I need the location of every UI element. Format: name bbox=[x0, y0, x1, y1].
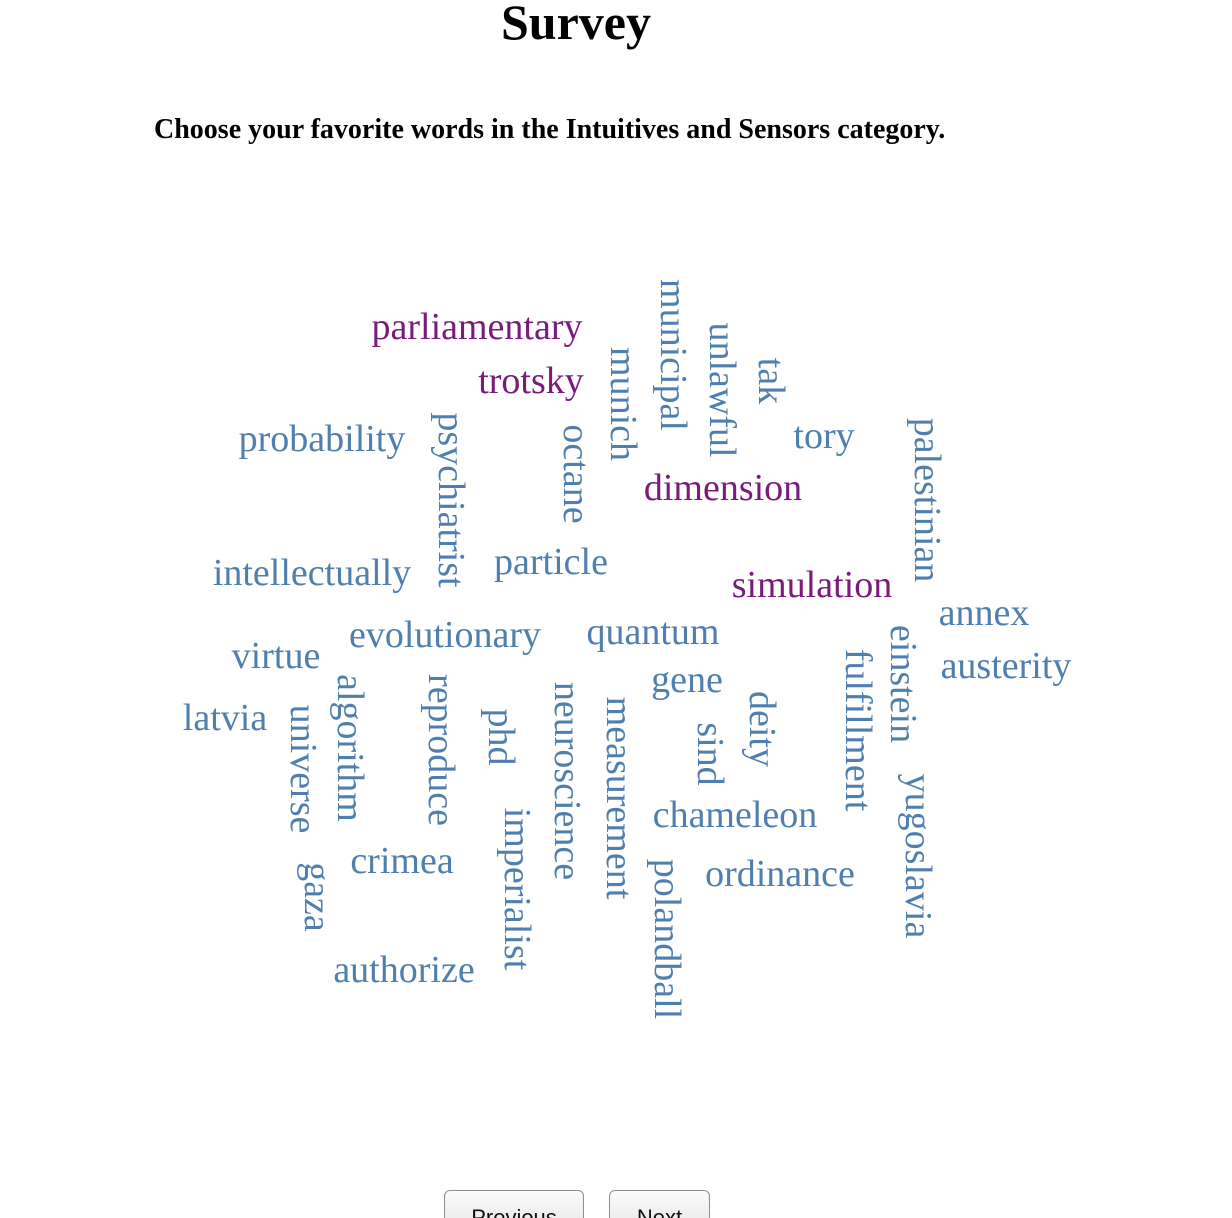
word-trotsky[interactable]: trotsky bbox=[478, 360, 584, 402]
word-austerity[interactable]: austerity bbox=[940, 645, 1072, 687]
word-deity[interactable]: deity bbox=[741, 691, 783, 767]
word-fulfillment[interactable]: fulfillment bbox=[837, 648, 879, 812]
survey-prompt: Choose your favorite words in the Intuit… bbox=[154, 114, 946, 145]
word-parliamentary[interactable]: parliamentary bbox=[371, 306, 583, 348]
word-reproduce[interactable]: reproduce bbox=[420, 674, 462, 826]
word-imperialist[interactable]: imperialist bbox=[496, 807, 538, 971]
word-sind[interactable]: sind bbox=[689, 722, 731, 786]
previous-button[interactable]: Previous bbox=[444, 1190, 584, 1218]
word-evolutionary[interactable]: evolutionary bbox=[348, 614, 542, 656]
word-unlawful[interactable]: unlawful bbox=[701, 322, 743, 458]
word-latvia[interactable]: latvia bbox=[182, 697, 268, 739]
word-particle[interactable]: particle bbox=[494, 541, 608, 583]
word-probability[interactable]: probability bbox=[238, 418, 406, 460]
word-einstein[interactable]: einstein bbox=[882, 624, 924, 744]
word-municipal[interactable]: municipal bbox=[652, 279, 694, 431]
word-dimension[interactable]: dimension bbox=[643, 467, 803, 509]
word-chameleon[interactable]: chameleon bbox=[652, 794, 818, 836]
word-simulation[interactable]: simulation bbox=[731, 564, 893, 606]
word-intellectually[interactable]: intellectually bbox=[212, 552, 412, 594]
page-title: Survey bbox=[501, 0, 651, 50]
word-gene[interactable]: gene bbox=[651, 659, 723, 701]
word-crimea[interactable]: crimea bbox=[350, 840, 454, 882]
word-ordinance[interactable]: ordinance bbox=[705, 853, 855, 895]
word-octane[interactable]: octane bbox=[555, 424, 597, 524]
word-neuroscience[interactable]: neuroscience bbox=[546, 681, 588, 881]
next-button[interactable]: Next bbox=[609, 1190, 710, 1218]
word-quantum[interactable]: quantum bbox=[586, 611, 720, 653]
word-authorize[interactable]: authorize bbox=[333, 949, 475, 991]
word-polandball[interactable]: polandball bbox=[646, 858, 688, 1020]
word-phd[interactable]: phd bbox=[480, 708, 522, 766]
word-psychiatrist[interactable]: psychiatrist bbox=[430, 412, 472, 588]
word-virtue[interactable]: virtue bbox=[231, 635, 321, 677]
word-annex[interactable]: annex bbox=[938, 592, 1030, 634]
word-gaza[interactable]: gaza bbox=[296, 862, 338, 932]
word-tak[interactable]: tak bbox=[750, 357, 792, 405]
word-yugoslavia[interactable]: yugoslavia bbox=[897, 773, 939, 939]
word-munich[interactable]: munich bbox=[602, 347, 644, 461]
word-palestinian[interactable]: palestinian bbox=[906, 417, 948, 583]
word-algorithm[interactable]: algorithm bbox=[329, 674, 371, 822]
word-universe[interactable]: universe bbox=[282, 704, 324, 834]
word-tory[interactable]: tory bbox=[793, 415, 855, 457]
word-measurement[interactable]: measurement bbox=[598, 696, 640, 900]
